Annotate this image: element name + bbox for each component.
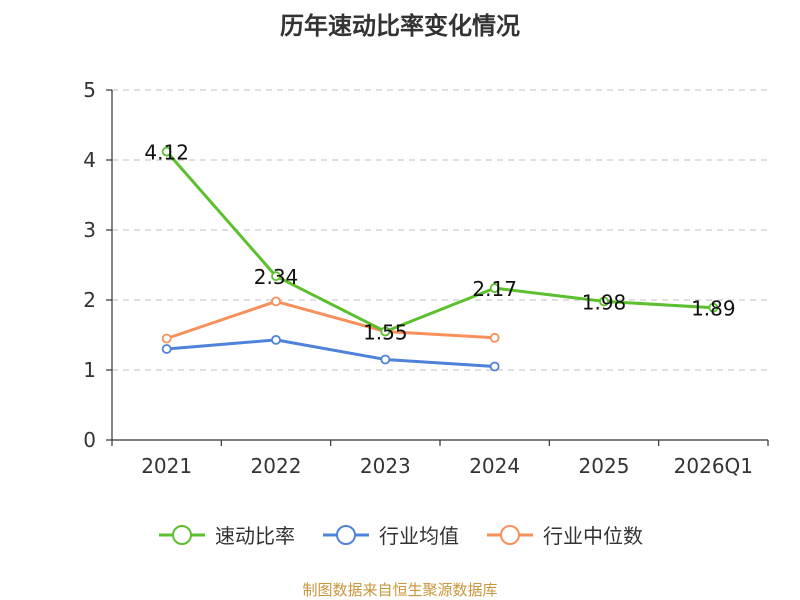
x-tick-label: 2025 [579, 454, 630, 478]
legend-marker [159, 524, 205, 545]
data-point [380, 326, 391, 337]
data-point [161, 146, 172, 157]
y-tick-label: 2 [83, 288, 96, 312]
legend-marker [487, 524, 533, 545]
data-point [489, 361, 500, 372]
legend-label: 行业中位数 [543, 524, 643, 548]
data-label: 1.98 [582, 290, 627, 314]
data-label: 4.12 [144, 141, 189, 165]
data-label: 2.34 [254, 265, 299, 289]
series [161, 146, 719, 372]
data-label: 1.89 [691, 297, 736, 321]
legend-item[interactable]: 行业均值 [321, 520, 459, 549]
y-tick-label: 5 [83, 78, 96, 102]
data-point [708, 302, 719, 313]
y-tick-label: 1 [83, 358, 96, 382]
y-tick-label: 0 [83, 428, 96, 452]
chart-title: 历年速动比率变化情况 [280, 12, 520, 40]
series-line [166, 338, 495, 368]
legend-marker [323, 524, 369, 545]
data-point [489, 332, 500, 343]
data-point [271, 296, 281, 307]
legend-circle [500, 524, 520, 545]
x-tick-label: 2023 [360, 454, 411, 478]
data-point [489, 283, 500, 294]
data-point [271, 271, 281, 282]
legend-label: 行业均值 [379, 524, 459, 548]
axes: 0 1 2 3 4 5 2021 2022 2023 2024 2025 2026Q1 [83, 78, 769, 478]
y-tick-label: 3 [83, 218, 96, 242]
series-line [166, 299, 495, 340]
series-line [165, 150, 714, 333]
grid-lines [112, 89, 768, 371]
legend-item[interactable]: 行业中位数 [485, 520, 643, 549]
legend-label: 速动比率 [215, 524, 295, 548]
data-labels: 4.12 2.34 1.55 2.17 1.98 1.89 [144, 141, 735, 345]
x-tick-label: 2022 [251, 454, 302, 478]
x-tick-label: 2021 [141, 454, 192, 478]
x-tick-label: 2026Q1 [674, 454, 753, 478]
data-label: 1.55 [363, 321, 408, 345]
source-note: 制图数据来自恒生聚源数据库 [302, 581, 498, 599]
legend-circle [172, 524, 192, 545]
x-tick-label: 2024 [469, 454, 520, 478]
legend: 速动比率 行业均值 行业中位数 [0, 520, 800, 549]
legend-item[interactable]: 速动比率 [157, 520, 295, 549]
data-label: 2.17 [472, 277, 517, 301]
data-point [161, 344, 172, 354]
legend-circle [336, 524, 356, 545]
data-point [599, 296, 609, 307]
data-point [380, 354, 391, 365]
y-tick-label: 4 [83, 148, 96, 172]
data-point [271, 334, 281, 345]
data-point [161, 333, 172, 344]
